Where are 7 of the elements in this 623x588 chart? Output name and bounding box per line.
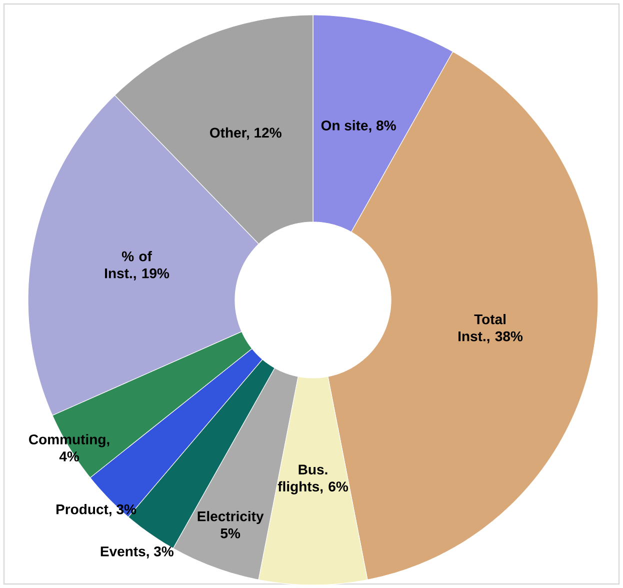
slice-label: Total Inst., 38% (458, 314, 523, 344)
slice-label: % of Inst., 19% (105, 251, 170, 280)
slice-label: Electricity 5% (198, 511, 264, 538)
slice-label: Bus. flights, 6% (278, 464, 348, 494)
slice-label: Events, 3% (100, 546, 174, 558)
slice-label: On site, 8% (321, 120, 396, 132)
slice-label: Other, 12% (210, 127, 282, 140)
